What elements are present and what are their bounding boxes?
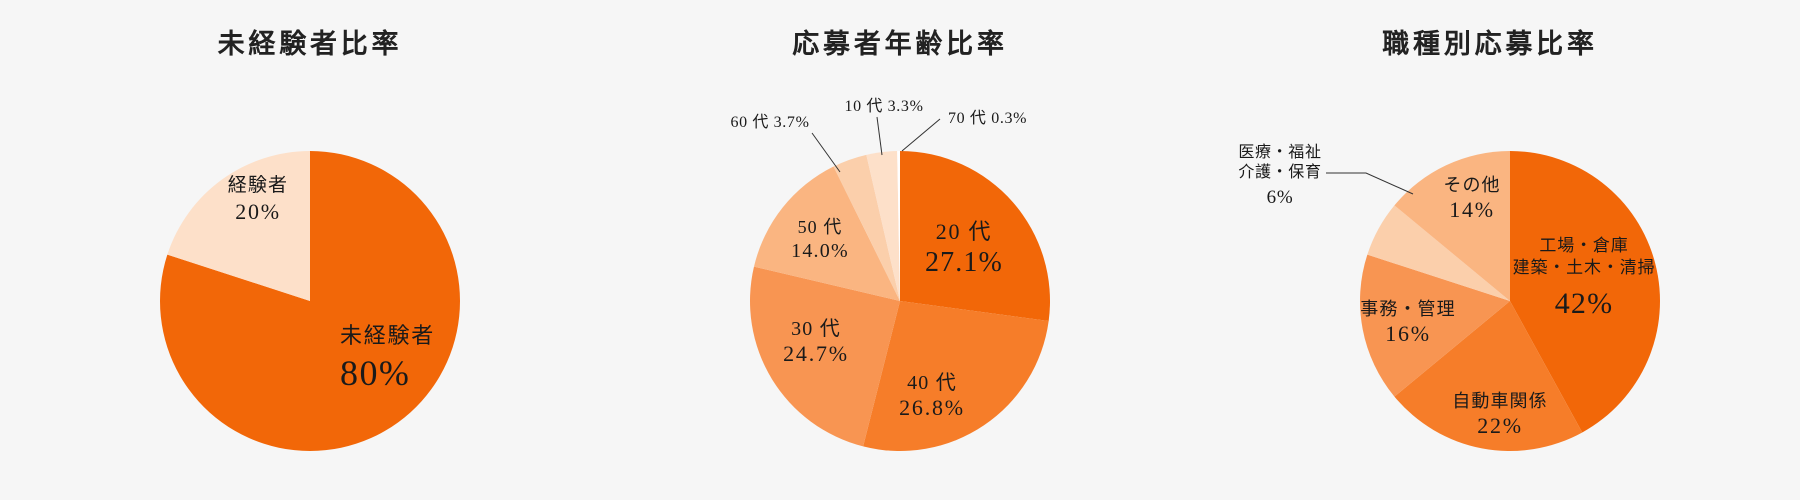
slice-callout-10s: 10 代 3.3% bbox=[844, 97, 923, 115]
chart-job: 工場・倉庫 建築・土木・清掃 42% 自動車関係 22% 事務・管理 16% 医… bbox=[1210, 71, 1770, 500]
slice-value-medical: 6% bbox=[1267, 187, 1294, 208]
title-age: 応募者年齢比率 bbox=[792, 22, 1007, 61]
charts-row: 未経験者比率 未経験者 80% 経験者 20% 応募者年齢比率 20 代 27.… bbox=[0, 0, 1800, 500]
slice-label-50s: 50 代 bbox=[798, 217, 843, 237]
slice-label-medical-2: 介護・保育 bbox=[1238, 163, 1321, 181]
slice-value-40s: 26.8% bbox=[899, 395, 965, 420]
slice-value-other: 14% bbox=[1449, 197, 1495, 222]
slice-value-auto: 22% bbox=[1477, 413, 1523, 438]
slice-value-30s: 24.7% bbox=[783, 341, 849, 366]
slice-value-office: 16% bbox=[1385, 321, 1431, 346]
slice-value-20s: 27.1% bbox=[925, 247, 1003, 278]
slice-label-factory-2: 建築・土木・清掃 bbox=[1513, 258, 1656, 277]
panel-experience: 未経験者比率 未経験者 80% 経験者 20% bbox=[30, 0, 590, 500]
slice-value-factory: 42% bbox=[1555, 287, 1614, 320]
slice-value-inexperienced: 80% bbox=[340, 353, 410, 393]
slice-label-experienced: 経験者 bbox=[228, 174, 288, 196]
panel-age: 応募者年齢比率 20 代 27.1% 40 代 26.8% 30 代 24.7%… bbox=[620, 0, 1180, 500]
title-experience: 未経験者比率 bbox=[218, 22, 403, 61]
slice-label-20s: 20 代 bbox=[936, 219, 993, 244]
slice-callout-70s: 70 代 0.3% bbox=[948, 109, 1027, 127]
slice-label-40s: 40 代 bbox=[907, 371, 957, 394]
chart-experience: 未経験者 80% 経験者 20% bbox=[30, 71, 590, 500]
slice-label-30s: 30 代 bbox=[791, 317, 841, 340]
slice-label-other: その他 bbox=[1443, 175, 1500, 195]
slice-label-medical-1: 医療・福祉 bbox=[1238, 143, 1321, 161]
chart-age: 20 代 27.1% 40 代 26.8% 30 代 24.7% 50 代 14… bbox=[620, 71, 1180, 500]
slice-value-experienced: 20% bbox=[235, 199, 281, 224]
slice-label-office: 事務・管理 bbox=[1360, 299, 1455, 319]
slice-label-inexperienced: 未経験者 bbox=[340, 323, 435, 348]
slice-value-50s: 14.0% bbox=[791, 240, 849, 262]
title-job: 職種別応募比率 bbox=[1382, 22, 1597, 61]
panel-job: 職種別応募比率 工場・倉庫 建築・土木・清掃 42% 自動車関係 22% 事務・… bbox=[1210, 0, 1770, 500]
slice-label-auto: 自動車関係 bbox=[1452, 391, 1547, 411]
slice-callout-60s: 60 代 3.7% bbox=[730, 113, 809, 131]
slice-label-factory-1: 工場・倉庫 bbox=[1539, 236, 1628, 255]
